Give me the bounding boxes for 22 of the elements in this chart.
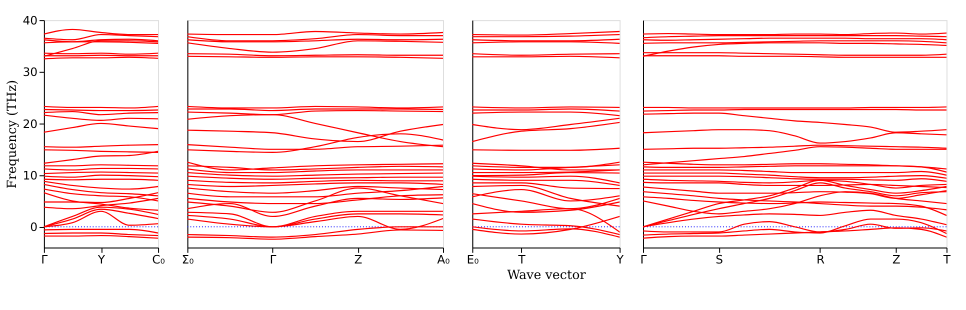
- x-tick-label: E₀: [466, 252, 480, 267]
- x-tick-label: Γ: [640, 252, 648, 267]
- y-tick-label: 30: [22, 65, 38, 80]
- x-tick-label: Y: [616, 252, 625, 267]
- x-tick-label: Γ: [270, 252, 277, 267]
- x-tick-label: Γ: [41, 252, 48, 267]
- x-tick-label: Z: [354, 252, 362, 267]
- x-tick-label: Y: [96, 252, 106, 267]
- y-tick-label: 20: [22, 116, 38, 131]
- y-tick-label: 40: [22, 14, 38, 28]
- x-axis-title: Wave vector: [507, 267, 587, 282]
- x-tick-label: T: [942, 252, 952, 267]
- y-tick-label: 10: [22, 168, 38, 183]
- x-tick-label: R: [816, 252, 825, 267]
- x-tick-label: Σ₀: [182, 252, 194, 267]
- x-tick-label: A₀: [437, 252, 450, 267]
- x-tick-label: S: [716, 252, 724, 267]
- x-tick-label: C₀: [152, 252, 166, 267]
- x-tick-label: T: [517, 252, 526, 267]
- y-axis-title: Frequency (THz): [4, 80, 19, 189]
- x-tick-label: Z: [892, 252, 900, 267]
- y-tick-label: 0: [30, 220, 38, 234]
